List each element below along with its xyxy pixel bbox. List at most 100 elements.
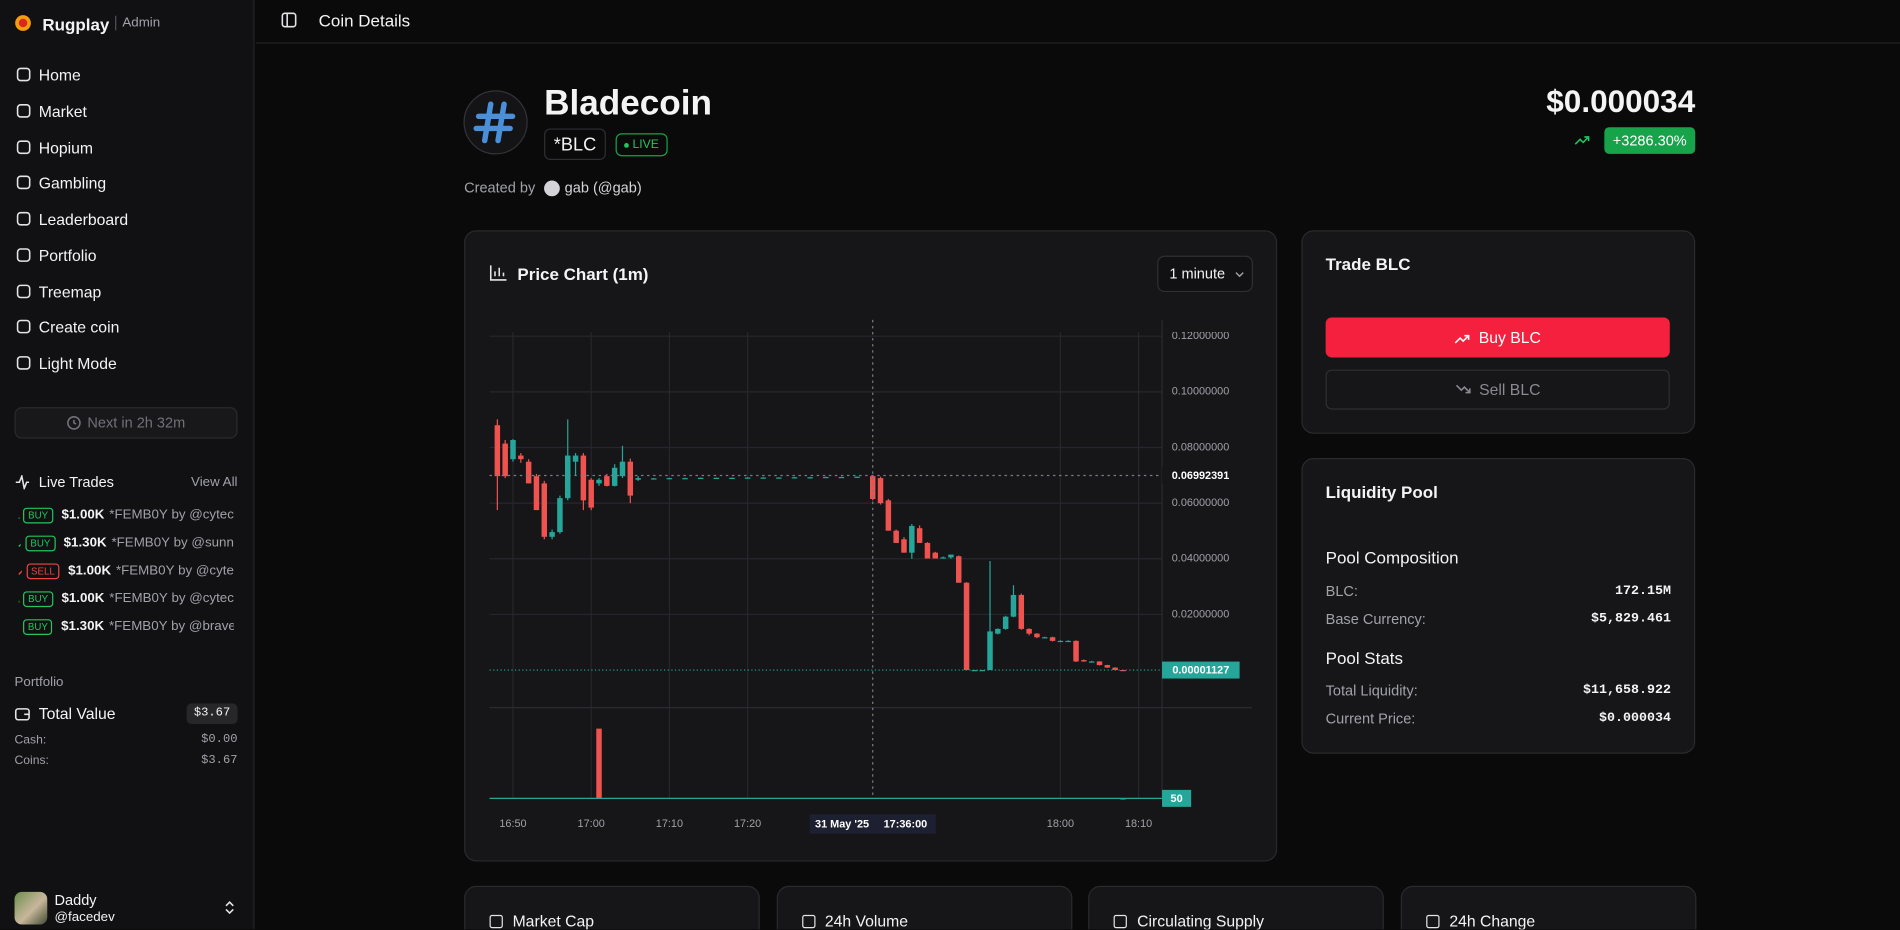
user-avatar[interactable] bbox=[14, 891, 48, 925]
candle-body bbox=[619, 461, 626, 477]
nav-item[interactable]: Leaderboard bbox=[10, 205, 240, 234]
x-tick-label: 17:20 bbox=[734, 818, 761, 830]
stat-title: Circulating Supply bbox=[1137, 911, 1265, 930]
candle-body bbox=[1034, 633, 1040, 638]
candle-body bbox=[651, 478, 657, 480]
candle-body bbox=[838, 476, 845, 479]
coin-status: LIVE bbox=[632, 138, 659, 152]
sell-button[interactable]: Sell BLC bbox=[1325, 369, 1670, 410]
coins-value: $3.67 bbox=[201, 754, 238, 768]
user-name[interactable]: Daddy bbox=[54, 891, 97, 909]
pool-label: Base Currency: bbox=[1325, 610, 1426, 628]
trade-row[interactable]: BUY $1.30K *FEMB0Y by @sunn bbox=[18, 533, 234, 552]
pool-value: 172.15M bbox=[1614, 584, 1671, 599]
nav-icon bbox=[16, 320, 31, 334]
wallet-icon bbox=[14, 708, 30, 721]
total-value-label: Total Value bbox=[38, 704, 116, 723]
nav-item[interactable]: Create coin bbox=[10, 313, 240, 342]
next-reward-button[interactable]: Next in 2h 32m bbox=[14, 407, 238, 439]
x-tick-label: 18:10 bbox=[1125, 818, 1152, 830]
coin-icon bbox=[463, 90, 528, 155]
next-reward: Next in 2h 32m bbox=[87, 414, 186, 432]
nav-label: Light Mode bbox=[38, 354, 117, 373]
candle-body bbox=[1002, 616, 1009, 629]
coins-label: Coins: bbox=[14, 754, 49, 768]
candle-body bbox=[1026, 628, 1032, 634]
role: Admin bbox=[115, 15, 160, 31]
trade-row[interactable]: BUY $1.00K *FEMB0Y by @cytec bbox=[18, 589, 234, 608]
nav-item[interactable]: Treemap bbox=[10, 277, 240, 306]
nav-label: Leaderboard bbox=[38, 210, 129, 229]
stat-icon bbox=[1426, 914, 1440, 929]
last-price-label: 0.00001127 bbox=[1172, 665, 1229, 677]
x-tick-label: 17:10 bbox=[656, 818, 683, 830]
nav-icon-shape bbox=[16, 175, 31, 190]
candle-body bbox=[940, 557, 946, 559]
trade-row[interactable]: BUY $1.30K *FEMB0Y by @brave bbox=[18, 617, 234, 636]
nav-icon-shape bbox=[16, 67, 31, 82]
created-by-label: Created by bbox=[464, 179, 536, 197]
buy-button[interactable]: Buy BLC bbox=[1325, 317, 1670, 358]
trade-user: by @cytec bbox=[171, 591, 234, 606]
candle-body bbox=[604, 476, 610, 486]
pool-label: BLC: bbox=[1325, 582, 1358, 600]
volume-label: 50 bbox=[1171, 793, 1183, 805]
interval-select[interactable]: 1 minute bbox=[1157, 255, 1253, 293]
cash-label: Cash: bbox=[14, 733, 47, 748]
nav-item[interactable]: Market bbox=[10, 97, 240, 126]
candle-body bbox=[533, 476, 540, 511]
candle-body bbox=[893, 530, 899, 543]
live-trades-title: Live Trades bbox=[38, 473, 114, 491]
candle-body bbox=[580, 455, 587, 501]
trade-row[interactable]: SELL $1.00K *FEMB0Y by @cyte bbox=[18, 561, 234, 580]
nav-item[interactable]: Gambling bbox=[10, 169, 240, 198]
trade-user: by @cytec bbox=[171, 507, 234, 523]
chevrons-icon[interactable] bbox=[224, 900, 235, 915]
candle-body bbox=[909, 525, 915, 553]
candle-body bbox=[565, 455, 571, 499]
liquidity-title: Liquidity Pool bbox=[1325, 482, 1438, 502]
pool-value: $0.000034 bbox=[1598, 711, 1671, 726]
stat-icon bbox=[801, 914, 816, 929]
user-handle: @facedev bbox=[54, 910, 115, 925]
x-tick-label: 17:00 bbox=[578, 818, 605, 830]
buy-icon bbox=[1455, 334, 1470, 343]
trade-side: BUY bbox=[23, 618, 53, 635]
nav-item[interactable]: Home bbox=[10, 61, 240, 90]
nav-item[interactable]: Portfolio bbox=[10, 241, 240, 270]
candle-body bbox=[955, 556, 962, 583]
candle-body bbox=[635, 478, 641, 480]
creator[interactable]: gab (@gab) bbox=[564, 179, 642, 197]
nav-item[interactable]: Hopium bbox=[10, 133, 240, 162]
candle-body bbox=[971, 670, 978, 672]
sell-icon bbox=[1455, 384, 1471, 393]
sidebar-toggle[interactable] bbox=[281, 12, 297, 28]
nav-icon-shape bbox=[16, 320, 31, 334]
brand-logo bbox=[15, 15, 31, 31]
nav-label: Hopium bbox=[38, 138, 94, 157]
nav-icon bbox=[16, 175, 31, 190]
view-all-link[interactable]: View All bbox=[191, 475, 238, 490]
candle-body bbox=[525, 461, 532, 484]
candle-body bbox=[518, 455, 524, 460]
candle-body bbox=[791, 477, 798, 479]
nav-label: Gambling bbox=[38, 174, 107, 193]
trade-card: Trade BLC Buy BLC Sell BLC bbox=[1301, 230, 1696, 434]
trade-row[interactable]: BUY $1.00K *FEMB0Y by @cytec bbox=[18, 505, 234, 524]
candle-body bbox=[1073, 640, 1079, 662]
nav-item[interactable]: Light Mode bbox=[10, 349, 240, 378]
candlestick-chart: 0.02000000 0.04000000 0.06000000 0.08000000… bbox=[489, 319, 1252, 834]
candle-body bbox=[682, 478, 688, 480]
chart-icon bbox=[489, 265, 507, 281]
trade-coin: *FEMB0Y bbox=[109, 507, 168, 523]
interval: 1 minute bbox=[1169, 265, 1226, 283]
candle-body bbox=[987, 631, 993, 671]
trade-side: SELL bbox=[26, 562, 60, 579]
candle-body bbox=[877, 478, 884, 504]
clock-icon bbox=[67, 416, 81, 430]
candle-body bbox=[729, 477, 735, 480]
nav-icon bbox=[16, 67, 31, 82]
brand-name[interactable]: Rugplay bbox=[42, 14, 110, 34]
coin-symbol-badge: *BLC bbox=[544, 128, 606, 160]
